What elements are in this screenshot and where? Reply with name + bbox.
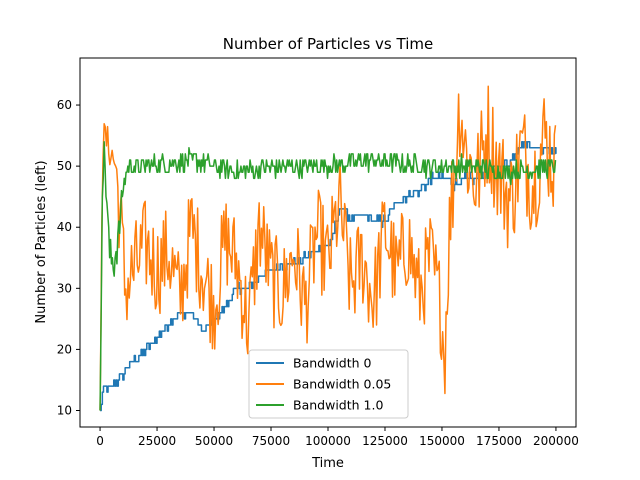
x-tick-label: 0 [96, 434, 104, 448]
x-tick-label: 75000 [252, 434, 290, 448]
series-line-2 [99, 140, 557, 411]
legend-box [248, 349, 409, 419]
y-tick-label: 50 [57, 159, 72, 173]
y-tick-label: 40 [57, 220, 72, 234]
x-tick-label: 200000 [533, 434, 579, 448]
x-axis-title: Time [311, 456, 344, 471]
y-tick-label: 20 [57, 342, 72, 356]
x-tick-label: 150000 [419, 434, 465, 448]
x-tick-label: 100000 [305, 434, 351, 448]
y-tick-label: 30 [57, 281, 72, 295]
legend-label: Bandwidth 1.0 [293, 398, 383, 413]
series-line-1 [99, 85, 557, 411]
legend-label: Bandwidth 0 [293, 356, 372, 371]
legend: Bandwidth 0 Bandwidth 0.05 Bandwidth 1.0 [248, 349, 409, 419]
x-tick-label: 175000 [476, 434, 522, 448]
legend-label: Bandwidth 0.05 [293, 377, 391, 392]
chart-title: Number of Particles vs Time [223, 35, 433, 53]
x-tick-label: 50000 [195, 434, 233, 448]
y-tick-label: 10 [57, 404, 72, 418]
y-axis-title: Number of Particles (left) [34, 160, 49, 323]
x-tick-label: 25000 [138, 434, 176, 448]
y-axis: 10 20 30 40 50 60 [57, 98, 80, 418]
y-tick-label: 60 [57, 98, 72, 112]
x-tick-label: 125000 [362, 434, 408, 448]
x-axis: 0 25000 50000 75000 100000 125000 150000 175000… [96, 427, 579, 448]
